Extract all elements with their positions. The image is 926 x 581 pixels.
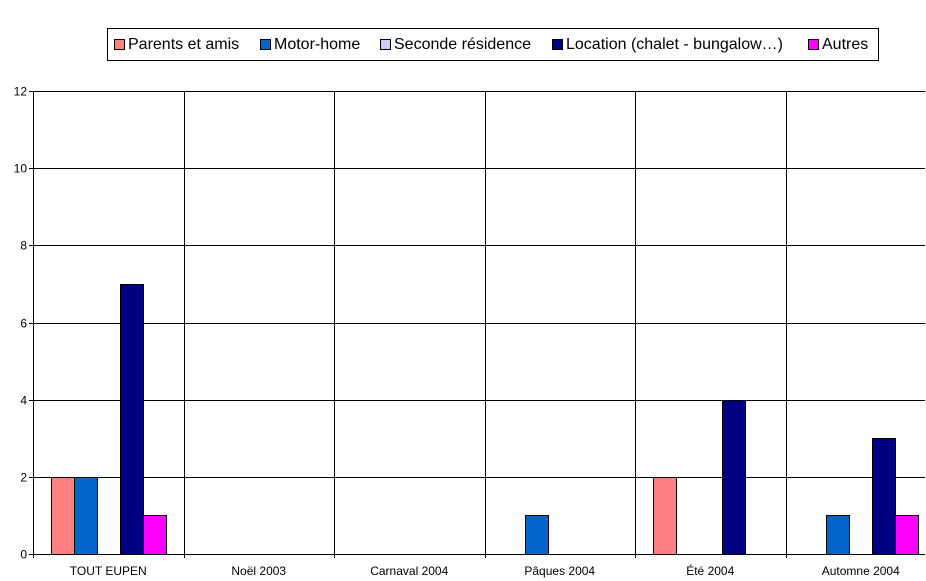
y-tick-label: 2	[20, 471, 27, 485]
bar-autres-automne-2004	[895, 515, 919, 555]
bar-parents-et-amis-ete-2004	[653, 477, 677, 555]
y-tick-label: 12	[14, 85, 28, 99]
axis-layer: 0 2 4 6 8 10 12 TOUT EUPEN Noël 2003 Carnaval 200…	[14, 85, 900, 579]
bar-autres-tout-eupen	[143, 515, 167, 555]
legend-label: Motor-home	[274, 35, 361, 53]
x-tick-label: Carnaval 2004	[370, 564, 448, 578]
bar-parents-et-amis-tout-eupen	[51, 477, 75, 555]
legend-swatch	[808, 39, 819, 50]
legend-label: Parents et amis	[128, 35, 240, 53]
x-tick-label: Noël 2003	[231, 564, 286, 578]
bar-location-chalet-bungalow-automne-2004	[872, 438, 896, 555]
legend-swatch	[552, 39, 563, 50]
bar-motor-home-tout-eupen	[74, 477, 98, 555]
y-tick-label: 6	[20, 317, 27, 331]
legend: Parents et amis Motor-home Seconde résid…	[107, 28, 879, 61]
bar-location-chalet-bungalow-tout-eupen	[120, 284, 144, 555]
y-tick-label: 4	[20, 394, 27, 408]
legend-label: Seconde résidence	[394, 35, 531, 53]
x-tick-label: TOUT EUPEN	[70, 564, 147, 578]
legend-item-location: Location (chalet - bungalow…)	[552, 29, 783, 60]
legend-item-parents-et-amis: Parents et amis	[114, 29, 239, 60]
x-tick-label: Automne 2004	[822, 564, 900, 578]
y-tick-label: 8	[20, 239, 27, 253]
legend-item-motor-home: Motor-home	[260, 29, 360, 60]
bar-location-chalet-bungalow-ete-2004	[722, 400, 746, 555]
legend-swatch	[380, 39, 391, 50]
bar-layer	[51, 284, 919, 555]
legend-item-autres: Autres	[808, 29, 868, 60]
x-tick-label: Pâques 2004	[524, 564, 595, 578]
legend-label: Autres	[822, 35, 869, 53]
y-tick-label: 10	[14, 162, 28, 176]
x-tick-label: Été 2004	[686, 563, 734, 578]
grid-layer	[33, 91, 925, 555]
y-tick-label: 0	[20, 548, 27, 562]
bar-motor-home-paques-2004	[525, 515, 549, 555]
legend-swatch	[260, 39, 271, 50]
legend-item-seconde-residence: Seconde résidence	[380, 29, 531, 60]
bar-motor-home-automne-2004	[826, 515, 850, 555]
legend-swatch	[114, 39, 125, 50]
legend-label: Location (chalet - bungalow…)	[566, 35, 784, 53]
